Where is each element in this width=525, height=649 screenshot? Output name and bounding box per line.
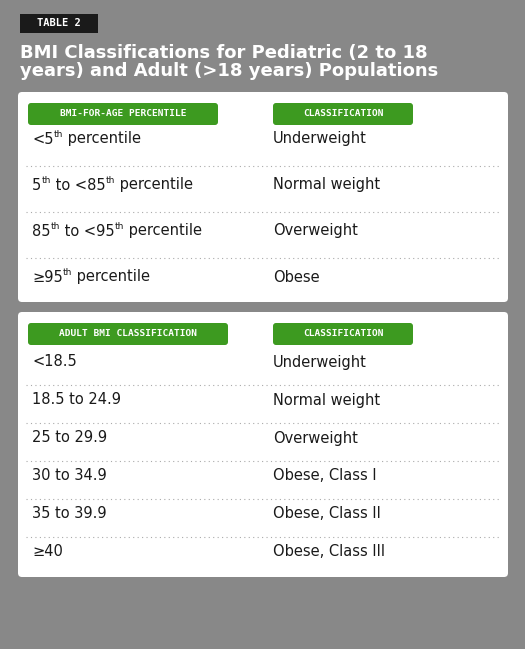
Text: th: th bbox=[114, 222, 124, 231]
Text: th: th bbox=[105, 176, 114, 185]
Text: Obese: Obese bbox=[273, 269, 320, 284]
Text: percentile: percentile bbox=[114, 177, 193, 193]
Text: th: th bbox=[54, 130, 63, 139]
Text: <5: <5 bbox=[32, 132, 54, 147]
Text: 18.5 to 24.9: 18.5 to 24.9 bbox=[32, 393, 121, 408]
FancyBboxPatch shape bbox=[273, 103, 413, 125]
Text: BMI-FOR-AGE PERCENTILE: BMI-FOR-AGE PERCENTILE bbox=[60, 110, 186, 119]
Text: CLASSIFICATION: CLASSIFICATION bbox=[303, 330, 383, 339]
Text: Normal weight: Normal weight bbox=[273, 393, 380, 408]
FancyBboxPatch shape bbox=[18, 92, 508, 302]
Text: th: th bbox=[50, 222, 60, 231]
Text: Obese, Class II: Obese, Class II bbox=[273, 506, 381, 522]
Text: percentile: percentile bbox=[63, 132, 141, 147]
FancyBboxPatch shape bbox=[273, 323, 413, 345]
FancyBboxPatch shape bbox=[18, 312, 508, 577]
Text: Obese, Class III: Obese, Class III bbox=[273, 545, 385, 559]
Text: 30 to 34.9: 30 to 34.9 bbox=[32, 469, 107, 484]
Text: Normal weight: Normal weight bbox=[273, 177, 380, 193]
Text: 35 to 39.9: 35 to 39.9 bbox=[32, 506, 107, 522]
Text: TABLE 2: TABLE 2 bbox=[37, 19, 81, 29]
Text: ≥40: ≥40 bbox=[32, 545, 63, 559]
Text: th: th bbox=[63, 268, 72, 277]
Text: 5: 5 bbox=[32, 177, 41, 193]
Bar bbox=[20, 14, 98, 33]
Text: Overweight: Overweight bbox=[273, 223, 358, 238]
Text: Obese, Class I: Obese, Class I bbox=[273, 469, 376, 484]
Text: years) and Adult (>18 years) Populations: years) and Adult (>18 years) Populations bbox=[20, 62, 438, 80]
Text: percentile: percentile bbox=[72, 269, 150, 284]
FancyBboxPatch shape bbox=[28, 323, 228, 345]
Text: th: th bbox=[41, 176, 50, 185]
Text: Underweight: Underweight bbox=[273, 132, 367, 147]
FancyBboxPatch shape bbox=[28, 103, 218, 125]
Text: ADULT BMI CLASSIFICATION: ADULT BMI CLASSIFICATION bbox=[59, 330, 197, 339]
Text: BMI Classifications for Pediatric (2 to 18: BMI Classifications for Pediatric (2 to … bbox=[20, 44, 428, 62]
Text: CLASSIFICATION: CLASSIFICATION bbox=[303, 110, 383, 119]
Text: 25 to 29.9: 25 to 29.9 bbox=[32, 430, 107, 445]
Text: Overweight: Overweight bbox=[273, 430, 358, 445]
Text: Underweight: Underweight bbox=[273, 354, 367, 369]
Text: <18.5: <18.5 bbox=[32, 354, 77, 369]
Text: to <95: to <95 bbox=[60, 223, 114, 238]
Text: to <85: to <85 bbox=[50, 177, 105, 193]
Text: ≥95: ≥95 bbox=[32, 269, 63, 284]
Text: percentile: percentile bbox=[124, 223, 202, 238]
Text: 85: 85 bbox=[32, 223, 50, 238]
